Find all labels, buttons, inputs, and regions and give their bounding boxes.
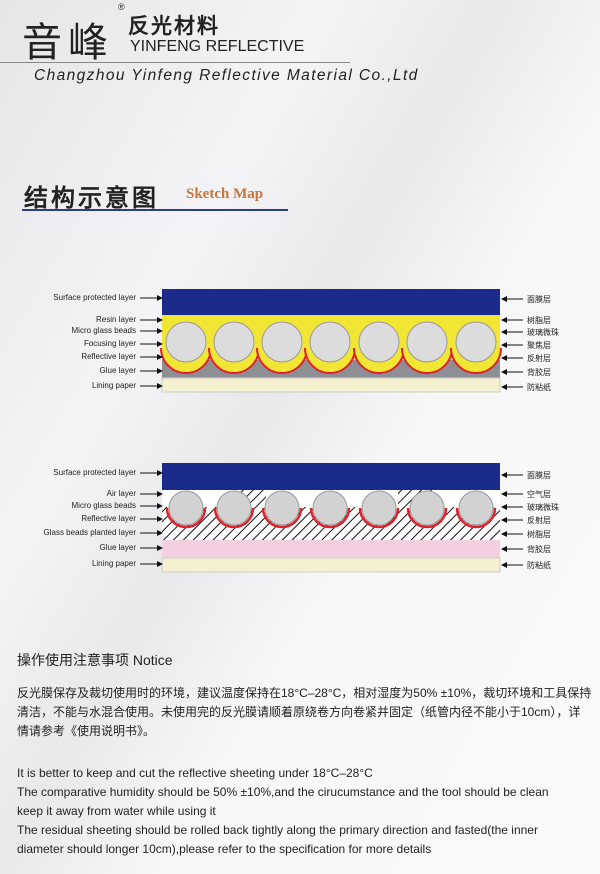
glass-bead bbox=[261, 321, 303, 363]
layer-label-en: Micro glass beads bbox=[71, 326, 136, 335]
layer-label-en: Lining paper bbox=[91, 559, 136, 568]
layer-label-cn: 面膜层 bbox=[527, 471, 551, 480]
glass-bead bbox=[312, 490, 348, 526]
glass-bead bbox=[358, 321, 400, 363]
layer-label-en: Surface protected layer bbox=[53, 468, 136, 477]
reflective-layer bbox=[401, 347, 453, 374]
glass-bead bbox=[165, 321, 207, 363]
lining-paper bbox=[161, 557, 501, 573]
glass-bead bbox=[406, 321, 448, 363]
diagram-1 bbox=[160, 289, 502, 393]
layer-label-cn: 面膜层 bbox=[527, 295, 551, 304]
layer-label-cn: 背胶层 bbox=[527, 368, 551, 377]
reflective-layer bbox=[165, 507, 207, 529]
reflective-layer bbox=[256, 347, 308, 374]
layer-label-en: Reflective layer bbox=[81, 352, 136, 361]
layer-label-cn: 树脂层 bbox=[527, 316, 551, 325]
glass-bead bbox=[264, 490, 300, 526]
reflective-layer bbox=[261, 507, 303, 529]
glass-bead bbox=[309, 321, 351, 363]
layer-label-cn: 防粘纸 bbox=[527, 561, 551, 570]
reflective-layer bbox=[208, 347, 260, 374]
notice-en-line: keep it away from water while using it bbox=[17, 804, 216, 818]
reflective-layer bbox=[450, 347, 502, 374]
lining-paper bbox=[161, 377, 501, 393]
notice-en-line: The comparative humidity should be 50% ±… bbox=[17, 785, 549, 799]
glass-bead bbox=[409, 490, 445, 526]
surface-layer bbox=[162, 463, 500, 490]
company-name: Changzhou Yinfeng Reflective Material Co… bbox=[34, 67, 419, 84]
layer-label-cn: 树脂层 bbox=[527, 530, 551, 539]
layer-label-en: Focusing layer bbox=[83, 339, 136, 348]
layer-label-en: Air layer bbox=[106, 489, 136, 498]
section-title-en: Sketch Map bbox=[186, 186, 264, 202]
logo-subtitle-en: YINFENG REFLECTIVE bbox=[130, 38, 305, 55]
glass-bead bbox=[216, 490, 252, 526]
layer-label-cn: 反射层 bbox=[527, 354, 551, 363]
section-title-cn: 结构示意图 bbox=[24, 183, 159, 212]
layer-label-en: Glass beads planted layer bbox=[43, 528, 137, 537]
logo-chinese: 音峰 bbox=[22, 20, 114, 66]
glass-bead bbox=[213, 321, 255, 363]
layer-label-cn: 聚焦层 bbox=[527, 341, 551, 350]
notice-cn-text: 反光膜保存及裁切使用时的环境，建议温度保持在18°C–28°C，相对湿度为50%… bbox=[17, 686, 592, 738]
layer-label-en: Glue layer bbox=[99, 543, 136, 552]
glass-bead bbox=[361, 490, 397, 526]
glue-layer bbox=[162, 540, 500, 558]
layer-label-cn: 反射层 bbox=[527, 516, 551, 525]
reflective-layer bbox=[406, 507, 448, 529]
notice-en-line: It is better to keep and cut the reflect… bbox=[17, 766, 373, 780]
reflective-layer bbox=[160, 347, 212, 374]
notice-en-line: diameter should longer 10cm),please refe… bbox=[17, 842, 432, 856]
layer-label-cn: 玻璃微珠 bbox=[527, 503, 559, 512]
surface-layer bbox=[162, 289, 500, 315]
reflective-layer bbox=[304, 347, 356, 374]
layer-label-en: Reflective layer bbox=[81, 514, 136, 523]
layer-label-en: Surface protected layer bbox=[53, 293, 136, 302]
layer-label-cn: 空气层 bbox=[527, 490, 551, 499]
layer-label-en: Lining paper bbox=[91, 381, 136, 390]
reflective-layer bbox=[358, 507, 400, 529]
glass-bead bbox=[458, 490, 494, 526]
section-underline bbox=[22, 209, 288, 211]
structure-diagrams bbox=[140, 289, 523, 573]
header-divider bbox=[0, 62, 350, 63]
reflective-layer bbox=[455, 507, 497, 529]
reflective-layer bbox=[353, 347, 405, 374]
notice-en-line: The residual sheeting should be rolled b… bbox=[17, 823, 538, 837]
diagram-2 bbox=[161, 463, 501, 573]
notice-title: 操作使用注意事项 Notice bbox=[17, 652, 173, 668]
layer-label-cn: 玻璃微珠 bbox=[527, 328, 559, 337]
reflective-layer bbox=[309, 507, 351, 529]
registered-mark: ® bbox=[118, 2, 125, 12]
logo-subtitle-cn: 反光材料 bbox=[128, 15, 220, 38]
reflective-layer bbox=[213, 507, 255, 529]
glass-bead bbox=[455, 321, 497, 363]
glass-bead bbox=[168, 490, 204, 526]
layer-label-cn: 防粘纸 bbox=[527, 383, 551, 392]
layer-label-en: Glue layer bbox=[99, 366, 136, 375]
layer-label-cn: 背胶层 bbox=[527, 545, 551, 554]
layer-label-en: Resin layer bbox=[95, 315, 136, 324]
layer-label-en: Micro glass beads bbox=[71, 501, 136, 510]
